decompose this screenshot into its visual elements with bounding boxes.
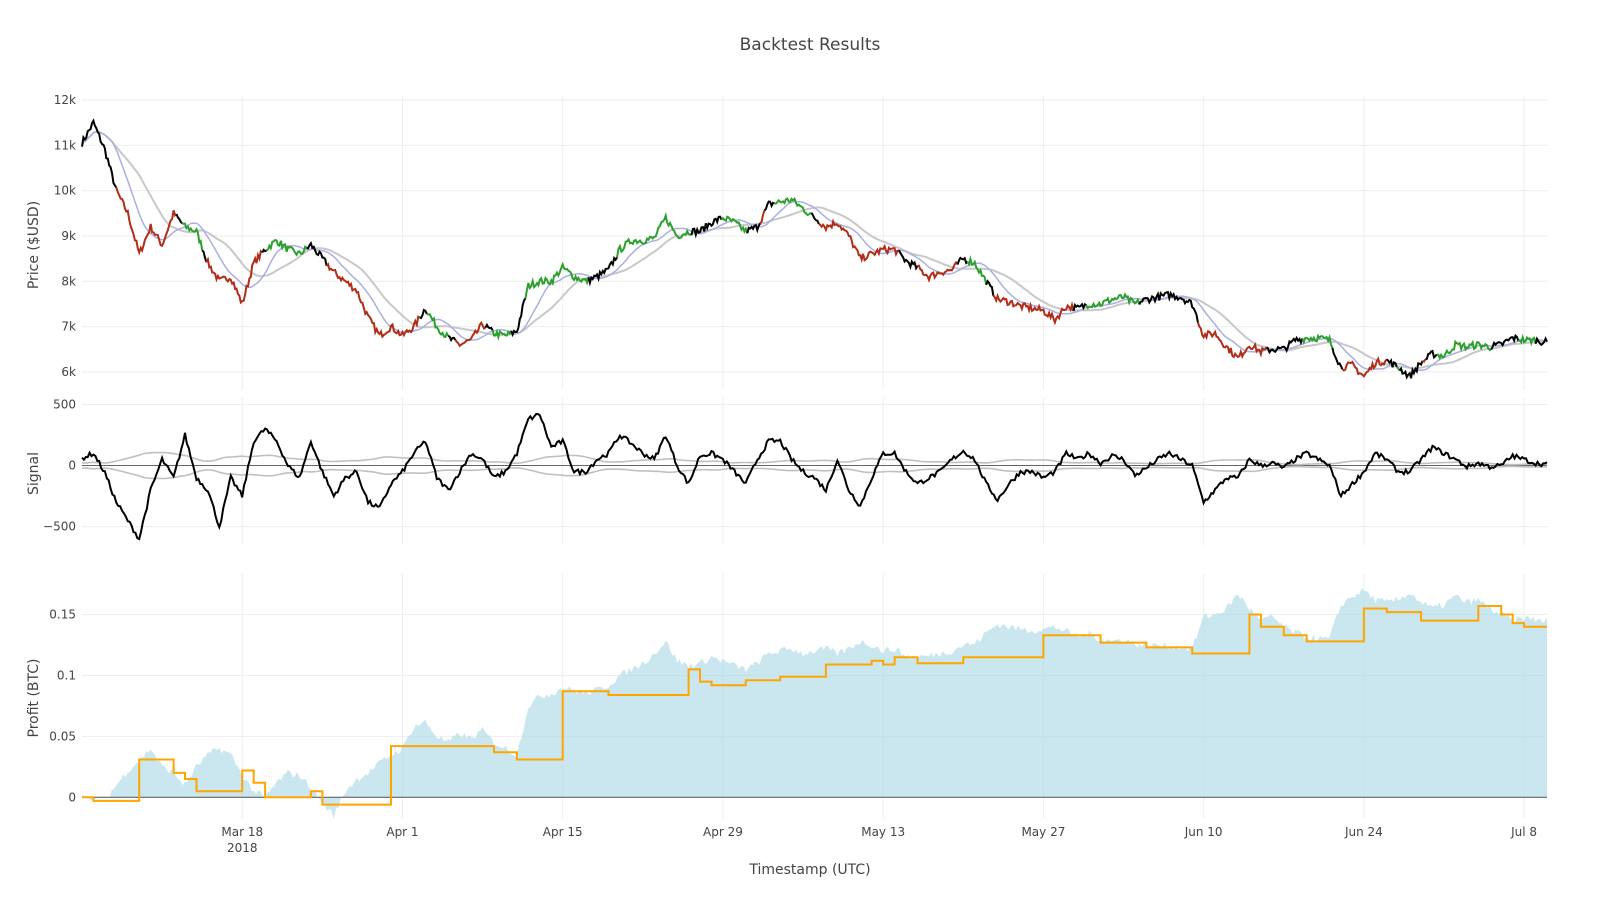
price-series-segment [266,238,308,257]
x-tick-label: Jun 10 [1184,825,1223,839]
price-series-segment [1301,333,1334,349]
price-series-segment [205,249,263,305]
x-tick-label: May 27 [1021,825,1065,839]
price-y-axis-title: Price ($USD) [26,201,42,289]
price-series-segment [1436,339,1492,361]
profit-y-tick-label: 0.1 [57,668,76,682]
price-series-segment [985,279,995,296]
price-series-segment [447,335,457,343]
x-axis: Mar 18 2018 Apr 1 Apr 15 Apr 29 May 13 May 27 J… [221,825,1537,855]
price-series-segment [261,248,268,253]
signal-y-axis-title: Signal [26,452,42,495]
price-series-segment [818,218,900,264]
price-series-segment [720,215,749,234]
x-axis-title: Timestamp (UTC) [748,862,870,878]
signal-panel: −500 0 500 Signal [26,397,1548,545]
price-y-tick-label: 6k [61,365,76,379]
price-series-segment [810,212,820,225]
price-series-segment [419,308,428,320]
price-y-tick-label: 7k [61,320,76,334]
x-tick-label: Mar 18 [221,825,263,839]
price-series-segment [690,215,723,239]
signal-y-tick-label: 0 [68,459,76,473]
price-y-tick-label: 11k [54,138,76,152]
price-series-segment [181,222,204,251]
price-series-segment [1196,322,1268,360]
price-y-tick-label: 10k [54,184,76,198]
x-tick-label: Apr 1 [386,825,418,839]
price-series-segment [1422,358,1427,363]
x-tick-label: Jul 8 [1510,825,1537,839]
price-series-segment [1490,333,1520,351]
price-series-segment [763,200,775,212]
price-series-segment [1398,360,1424,380]
price-ma-slow-line [81,130,1548,370]
price-series-segment [898,249,919,271]
price-series-segment [746,222,761,234]
price-series-segment [201,249,208,263]
signal-y-tick-label: −500 [43,520,76,534]
signal-series-line [81,412,1548,541]
price-series-segment [1425,349,1438,361]
price-series-segment [454,320,486,348]
profit-y-tick-label: 0.05 [49,729,76,743]
price-series-segment [956,256,969,265]
price-series-segment [1331,347,1344,370]
price-series-segment [1138,290,1199,323]
price-series-segment [587,255,618,287]
price-series-segment [491,328,513,341]
chart-title: Backtest Results [740,35,881,55]
price-series-segment [616,211,692,258]
x-tick-label: May 13 [861,825,905,839]
price-series-segment [1517,333,1537,347]
signal-y-tick-label: 500 [53,397,76,411]
signal-band-upper [81,451,1547,466]
price-series-segment [325,262,421,339]
profit-y-tick-label: 0.15 [49,608,76,622]
profit-y-tick-label: 0 [68,790,76,804]
price-series-segment [1386,358,1398,368]
x-tick-label: Apr 29 [703,825,743,839]
price-ma-fast-line [81,131,1548,372]
profit-y-axis-title: Profit (BTC) [26,658,42,737]
price-y-tick-label: 12k [54,93,76,107]
price-series-segment [1534,336,1548,347]
price-series-segment [992,292,1075,326]
profit-realized-step-line [82,605,1547,806]
price-panel: 6k 7k 8k 9k 10k 11k 12k Price ($USD) [26,93,1548,390]
x-tick-sublabel: 2018 [227,841,258,855]
price-series-segment [306,241,328,267]
price-series-segment [966,255,988,285]
price-series-segment [524,261,590,299]
price-series-segment [510,297,527,338]
price-series-segment [1341,356,1388,378]
price-y-tick-label: 8k [61,274,76,288]
price-series-segment [1265,335,1304,355]
price-series-segment [774,196,812,217]
profit-unrealized-area [82,588,1547,820]
price-series-segment [1072,302,1087,312]
price-series-segment [917,260,959,283]
x-tick-label: Jun 24 [1344,825,1383,839]
x-tick-label: Apr 15 [543,825,583,839]
profit-panel: 0 0.05 0.1 0.15 Profit (BTC) [26,574,1547,820]
price-series-segment [759,210,766,225]
price-series-segment [426,312,450,339]
price-series-segment [81,118,118,189]
signal-band-lower [81,465,1547,480]
price-y-tick-label: 9k [61,229,76,243]
price-series-segment [484,322,494,331]
price-series-segment [115,187,178,256]
price-series-segment [1085,292,1141,310]
price-series-segment [175,213,183,225]
